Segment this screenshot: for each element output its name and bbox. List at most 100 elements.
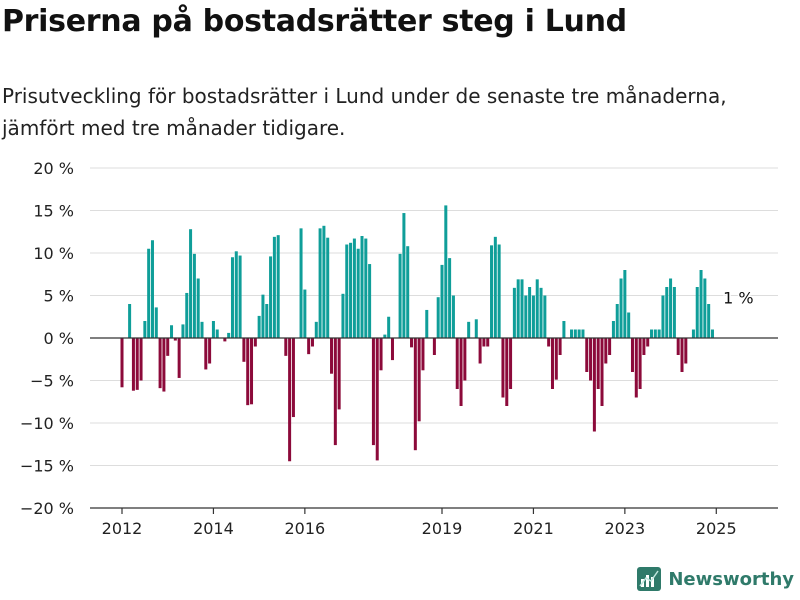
bar bbox=[478, 338, 482, 364]
bar bbox=[482, 338, 486, 347]
bar bbox=[695, 287, 699, 338]
bar bbox=[413, 338, 417, 451]
bar bbox=[360, 236, 364, 338]
bar bbox=[143, 321, 147, 338]
x-tick-label: 2012 bbox=[102, 519, 143, 538]
bar bbox=[337, 338, 341, 410]
x-tick-label: 2014 bbox=[193, 519, 234, 538]
bar bbox=[371, 338, 375, 446]
bar bbox=[288, 338, 292, 462]
bar bbox=[699, 270, 703, 338]
bar bbox=[398, 253, 402, 338]
bar bbox=[230, 257, 234, 338]
bar bbox=[642, 338, 646, 355]
bar bbox=[250, 338, 254, 405]
bar bbox=[448, 258, 452, 338]
bar bbox=[630, 338, 634, 372]
bar bbox=[604, 338, 608, 364]
newsworthy-brand: Newsworthy bbox=[636, 566, 794, 592]
bar bbox=[383, 334, 387, 338]
bar bbox=[665, 287, 669, 338]
bar bbox=[650, 329, 654, 338]
bar bbox=[246, 338, 250, 406]
bar bbox=[535, 279, 539, 338]
bar bbox=[345, 244, 349, 338]
y-tick-label: −15 % bbox=[20, 457, 74, 476]
bar bbox=[558, 338, 562, 355]
bar bbox=[349, 242, 353, 338]
bar bbox=[379, 338, 383, 371]
bar bbox=[577, 329, 581, 338]
y-axis-tick-labels: −20 % −15 % −10 % −5 % 0 % 5 % 10 % 15 % 20 % bbox=[20, 159, 74, 518]
bar bbox=[333, 338, 337, 446]
x-tick-label: 2023 bbox=[604, 519, 645, 538]
bar bbox=[162, 338, 166, 392]
bar bbox=[581, 329, 585, 338]
bar bbox=[154, 307, 158, 338]
bar bbox=[192, 253, 196, 338]
bar bbox=[657, 329, 661, 338]
bar bbox=[425, 309, 429, 338]
bar bbox=[562, 321, 566, 338]
bar bbox=[474, 319, 478, 338]
y-tick-label: 15 % bbox=[33, 202, 74, 221]
bar bbox=[166, 338, 170, 356]
bar bbox=[303, 289, 307, 338]
bar bbox=[322, 225, 326, 338]
bar bbox=[589, 338, 593, 381]
bar bbox=[185, 292, 189, 338]
bar bbox=[573, 329, 577, 338]
y-tick-label: −20 % bbox=[20, 499, 74, 518]
bar bbox=[326, 237, 330, 338]
bar bbox=[211, 321, 215, 338]
bar bbox=[272, 236, 276, 338]
bar bbox=[128, 304, 132, 338]
bar bbox=[623, 270, 627, 338]
bar bbox=[387, 316, 391, 338]
bar bbox=[173, 338, 177, 341]
bar bbox=[390, 338, 394, 361]
bar bbox=[463, 338, 467, 381]
bar bbox=[131, 338, 135, 391]
bar bbox=[227, 332, 231, 338]
bar bbox=[672, 287, 676, 338]
bar bbox=[120, 338, 124, 388]
y-tick-label: −10 % bbox=[20, 414, 74, 433]
bar-series bbox=[120, 205, 714, 462]
bar bbox=[257, 315, 261, 338]
bar bbox=[570, 329, 574, 338]
bar bbox=[181, 324, 185, 338]
bar bbox=[215, 329, 219, 338]
bar bbox=[509, 338, 513, 389]
bar bbox=[440, 264, 444, 338]
x-tick-label: 2019 bbox=[422, 519, 463, 538]
bar bbox=[543, 295, 547, 338]
bar bbox=[375, 338, 379, 461]
bar bbox=[150, 240, 154, 338]
y-tick-label: 0 % bbox=[44, 329, 74, 348]
bar bbox=[261, 294, 265, 338]
bar bbox=[139, 338, 143, 381]
bar bbox=[524, 295, 528, 338]
bar bbox=[547, 338, 551, 347]
bar bbox=[444, 205, 448, 338]
bar bbox=[242, 338, 246, 362]
bar bbox=[253, 338, 257, 347]
x-tick-label: 2021 bbox=[513, 519, 554, 538]
bar bbox=[676, 338, 680, 355]
bar bbox=[592, 338, 596, 432]
bar bbox=[265, 304, 269, 338]
y-tick-label: 5 % bbox=[44, 287, 74, 306]
bar bbox=[307, 338, 311, 355]
bar bbox=[147, 248, 151, 338]
bar bbox=[600, 338, 604, 406]
bar bbox=[318, 228, 322, 338]
bar bbox=[501, 338, 505, 398]
bar bbox=[436, 297, 440, 338]
x-tick-label: 2016 bbox=[284, 519, 325, 538]
newsworthy-wordmark: Newsworthy bbox=[668, 568, 794, 590]
bar bbox=[352, 238, 356, 338]
bar bbox=[554, 338, 558, 380]
bar bbox=[368, 264, 372, 338]
